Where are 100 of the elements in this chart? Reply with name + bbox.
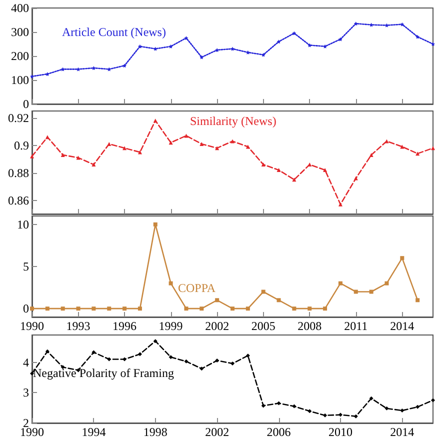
point xyxy=(369,152,374,157)
point xyxy=(138,352,142,356)
point xyxy=(215,298,220,302)
point xyxy=(107,142,112,146)
point xyxy=(369,290,374,294)
point xyxy=(138,44,142,48)
point xyxy=(153,222,158,226)
point xyxy=(416,404,420,409)
point xyxy=(369,22,374,27)
point xyxy=(246,306,250,311)
point xyxy=(338,202,342,206)
point xyxy=(107,357,112,362)
x-tick-label: 1996 xyxy=(112,319,137,333)
point xyxy=(122,357,127,362)
line-series xyxy=(30,22,435,78)
point xyxy=(384,281,389,286)
x-tick-label: 1990 xyxy=(20,319,44,333)
point xyxy=(76,156,80,160)
point xyxy=(92,350,96,354)
point xyxy=(261,52,266,57)
point xyxy=(30,154,34,158)
point xyxy=(122,64,127,68)
x-tick-label: 1994 xyxy=(82,425,106,439)
point xyxy=(261,404,266,408)
x-tick-label: 1999 xyxy=(158,319,183,333)
point xyxy=(45,72,50,76)
series-label: Similarity (News) xyxy=(190,114,276,128)
point xyxy=(338,37,342,42)
point xyxy=(323,168,328,172)
point xyxy=(230,306,234,311)
point xyxy=(354,414,358,418)
y-tick-label: 4 xyxy=(23,355,29,370)
point xyxy=(122,306,127,311)
y-tick-label: 5 xyxy=(23,260,29,274)
point xyxy=(292,31,296,36)
point xyxy=(230,139,234,144)
point xyxy=(153,339,158,344)
x-tick-label: 2014 xyxy=(390,319,414,333)
point xyxy=(200,142,204,146)
point xyxy=(323,413,328,418)
point xyxy=(76,67,80,72)
point xyxy=(276,298,281,302)
point xyxy=(338,281,342,286)
x-tick-label: 1993 xyxy=(66,319,90,333)
point xyxy=(92,306,96,311)
x-tick-label: 2011 xyxy=(344,319,368,333)
point xyxy=(184,36,188,40)
point xyxy=(45,349,50,354)
point xyxy=(308,43,312,48)
point xyxy=(168,281,173,286)
point xyxy=(308,409,312,414)
point xyxy=(276,401,281,406)
y-tick-label: 0.86 xyxy=(8,193,29,208)
point xyxy=(107,67,112,72)
point xyxy=(45,306,50,311)
y-tick-label: 0.9 xyxy=(14,138,29,152)
point xyxy=(400,408,404,413)
point xyxy=(168,140,173,145)
point xyxy=(92,162,96,167)
y-tick-label: 0 xyxy=(23,302,29,316)
point xyxy=(431,42,435,46)
point xyxy=(107,306,112,311)
point xyxy=(76,306,80,311)
point xyxy=(416,34,420,39)
point xyxy=(261,290,266,294)
y-tick-label: 0.92 xyxy=(8,110,29,125)
series-label: Negative Polarity of Framing xyxy=(33,366,174,380)
point xyxy=(384,23,389,28)
y-tick-label: 300 xyxy=(11,25,29,39)
point xyxy=(230,362,234,366)
point xyxy=(323,306,328,311)
y-tick-label: 100 xyxy=(11,73,29,87)
point xyxy=(168,44,173,48)
y-tick-label: 0.88 xyxy=(8,166,29,180)
point xyxy=(431,146,435,150)
point xyxy=(338,412,342,417)
point xyxy=(416,298,420,302)
x-tick-label: 2002 xyxy=(205,425,230,439)
point xyxy=(400,22,404,26)
point xyxy=(30,306,34,311)
point xyxy=(354,290,358,294)
point xyxy=(246,50,250,54)
point xyxy=(168,355,173,360)
x-tick-label: 2014 xyxy=(390,425,414,439)
point xyxy=(431,398,435,402)
point xyxy=(369,396,374,400)
y-tick-label: 10 xyxy=(17,217,29,232)
point xyxy=(215,48,220,52)
point xyxy=(184,359,188,364)
point xyxy=(200,306,204,311)
series-label: Article Count (News) xyxy=(62,25,166,39)
x-tick-label: 1998 xyxy=(143,425,168,439)
x-tick-label: 2005 xyxy=(251,319,276,333)
point xyxy=(354,22,358,26)
point xyxy=(416,152,420,156)
point xyxy=(308,306,312,311)
point xyxy=(215,358,220,362)
point xyxy=(60,67,65,72)
point xyxy=(276,40,281,44)
point xyxy=(200,55,204,60)
